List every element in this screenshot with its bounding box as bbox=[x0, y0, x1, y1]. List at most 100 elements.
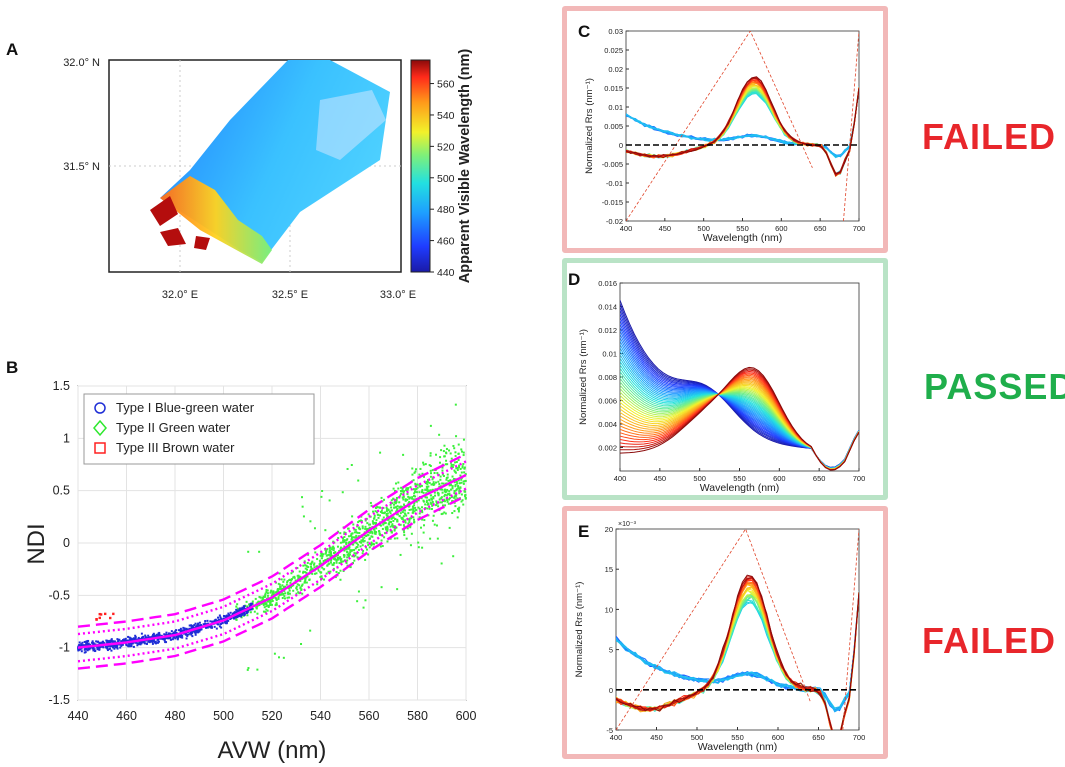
data-point-type-ii bbox=[392, 519, 395, 522]
data-point-type-i bbox=[206, 619, 209, 622]
data-point-type-i bbox=[233, 616, 236, 619]
data-point-type-ii bbox=[414, 490, 417, 493]
data-point-type-ii bbox=[439, 501, 442, 504]
spectrum-line bbox=[616, 577, 859, 730]
data-point-type-ii bbox=[335, 558, 338, 561]
data-point-type-ii bbox=[409, 517, 412, 520]
data-point-type-ii bbox=[361, 525, 364, 528]
data-point-type-ii bbox=[443, 495, 446, 498]
data-point-type-i bbox=[102, 641, 105, 644]
data-point-type-i bbox=[125, 644, 128, 647]
data-point-type-ii bbox=[449, 488, 452, 491]
x-tick-label: 480 bbox=[165, 709, 186, 723]
panel-c-frame bbox=[562, 6, 888, 253]
data-point-type-i bbox=[144, 634, 147, 637]
data-point-type-ii bbox=[360, 541, 363, 544]
data-point-type-ii bbox=[370, 504, 373, 507]
data-point-type-i bbox=[113, 647, 116, 650]
data-point-type-ii bbox=[300, 642, 303, 645]
data-point-type-ii bbox=[357, 521, 360, 524]
data-point-type-i bbox=[132, 645, 135, 648]
data-point-type-ii bbox=[445, 447, 448, 450]
panel-label-c: C bbox=[578, 22, 591, 41]
data-point-type-ii bbox=[402, 498, 405, 501]
data-point-type-ii bbox=[339, 548, 342, 551]
data-point-type-ii bbox=[453, 481, 456, 484]
data-point-type-ii bbox=[463, 467, 466, 470]
data-point-type-i bbox=[227, 619, 230, 622]
legend-label: Type III Brown water bbox=[116, 440, 235, 455]
data-point-type-ii bbox=[462, 454, 465, 457]
outer-bound-lower bbox=[77, 494, 467, 670]
data-point-type-i bbox=[185, 637, 188, 640]
data-point-type-ii bbox=[425, 492, 428, 495]
data-point-type-ii bbox=[453, 510, 456, 513]
data-point-type-ii bbox=[253, 610, 256, 613]
data-point-type-i bbox=[120, 640, 123, 643]
data-point-type-ii bbox=[419, 467, 422, 470]
data-point-type-i bbox=[165, 633, 168, 636]
data-point-type-ii bbox=[422, 461, 425, 464]
data-point-type-ii bbox=[400, 516, 403, 519]
data-point-type-i bbox=[189, 632, 192, 635]
y-tick-label: -0.01 bbox=[606, 179, 623, 188]
data-point-type-ii bbox=[386, 529, 389, 532]
data-point-type-ii bbox=[304, 567, 307, 570]
data-point-type-i bbox=[225, 614, 228, 617]
data-point-type-ii bbox=[346, 556, 349, 559]
data-point-type-ii bbox=[356, 600, 359, 603]
data-point-type-ii bbox=[441, 491, 444, 494]
data-point-type-i bbox=[109, 644, 112, 647]
data-point-type-i bbox=[200, 628, 203, 631]
data-point-type-ii bbox=[395, 526, 398, 529]
data-point-type-ii bbox=[358, 520, 361, 523]
data-point-type-i bbox=[141, 640, 144, 643]
legend-label: Type II Green water bbox=[116, 420, 231, 435]
data-point-type-i bbox=[192, 630, 195, 633]
data-point-type-i bbox=[140, 641, 143, 644]
data-point-type-ii bbox=[341, 491, 344, 494]
data-point-type-iii bbox=[98, 612, 101, 616]
data-point-type-ii bbox=[345, 543, 348, 546]
data-point-type-ii bbox=[270, 603, 273, 606]
data-point-type-ii bbox=[455, 435, 458, 438]
data-point-type-i bbox=[163, 633, 166, 636]
data-point-type-ii bbox=[255, 606, 258, 609]
data-point-type-ii bbox=[278, 583, 281, 586]
data-point-type-i bbox=[190, 631, 193, 634]
data-point-type-ii bbox=[437, 494, 440, 497]
data-point-type-i bbox=[240, 608, 243, 611]
data-point-type-ii bbox=[415, 487, 418, 490]
data-point-type-ii bbox=[413, 492, 416, 495]
data-point-type-ii bbox=[357, 479, 360, 482]
data-point-type-ii bbox=[449, 483, 452, 486]
data-point-type-ii bbox=[431, 488, 434, 491]
y-tick-label: 0.002 bbox=[598, 444, 617, 453]
data-point-type-ii bbox=[271, 593, 274, 596]
data-point-type-ii bbox=[372, 528, 375, 531]
data-point-type-ii bbox=[386, 540, 389, 543]
data-point-type-ii bbox=[411, 473, 414, 476]
x-tick-label: 400 bbox=[610, 733, 623, 742]
data-point-type-i bbox=[116, 647, 119, 650]
data-point-type-ii bbox=[421, 488, 424, 491]
data-point-type-i bbox=[218, 625, 221, 628]
data-point-type-i bbox=[195, 630, 198, 633]
data-point-type-ii bbox=[408, 520, 411, 523]
data-point-type-ii bbox=[293, 575, 296, 578]
data-point-type-ii bbox=[339, 578, 342, 581]
data-point-type-ii bbox=[464, 497, 467, 500]
data-point-type-ii bbox=[304, 578, 307, 581]
data-point-type-ii bbox=[281, 584, 284, 587]
data-point-type-ii bbox=[411, 467, 414, 470]
data-point-type-ii bbox=[405, 514, 408, 517]
data-point-type-ii bbox=[372, 521, 375, 524]
data-point-type-i bbox=[246, 611, 249, 614]
data-point-type-ii bbox=[345, 541, 348, 544]
data-point-type-ii bbox=[335, 559, 338, 562]
data-point-type-ii bbox=[340, 557, 343, 560]
data-point-type-ii bbox=[262, 603, 265, 606]
data-point-type-ii bbox=[310, 565, 313, 568]
data-point-type-i bbox=[194, 629, 197, 632]
data-point-type-ii bbox=[422, 463, 425, 466]
